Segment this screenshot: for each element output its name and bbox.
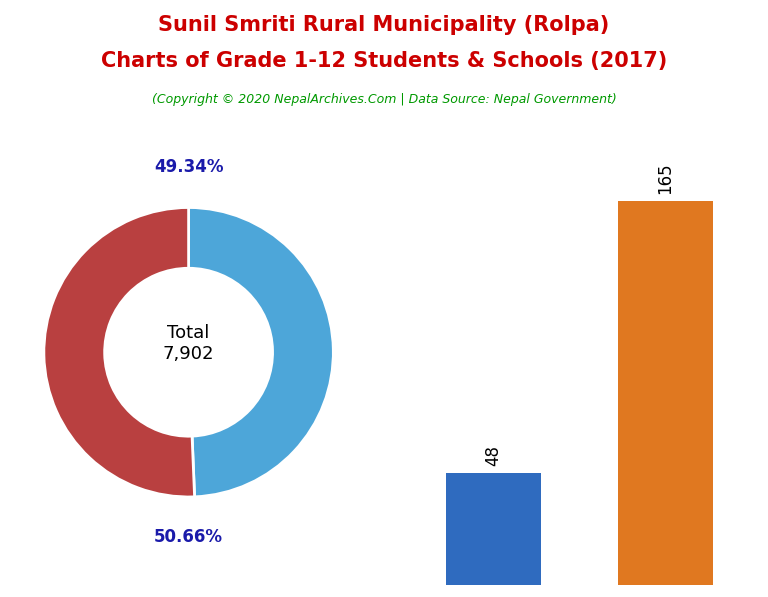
Text: Sunil Smriti Rural Municipality (Rolpa): Sunil Smriti Rural Municipality (Rolpa) xyxy=(158,15,610,35)
Bar xyxy=(618,201,713,585)
Text: 50.66%: 50.66% xyxy=(154,528,223,546)
Bar xyxy=(446,473,541,585)
Text: (Copyright © 2020 NepalArchives.Com | Data Source: Nepal Government): (Copyright © 2020 NepalArchives.Com | Da… xyxy=(151,93,617,106)
Text: 165: 165 xyxy=(657,162,674,194)
Wedge shape xyxy=(189,208,333,497)
Text: Total
7,902: Total 7,902 xyxy=(163,324,214,363)
Text: 49.34%: 49.34% xyxy=(154,158,223,176)
Text: Charts of Grade 1-12 Students & Schools (2017): Charts of Grade 1-12 Students & Schools … xyxy=(101,51,667,71)
Text: 48: 48 xyxy=(485,445,502,466)
Wedge shape xyxy=(44,208,194,497)
